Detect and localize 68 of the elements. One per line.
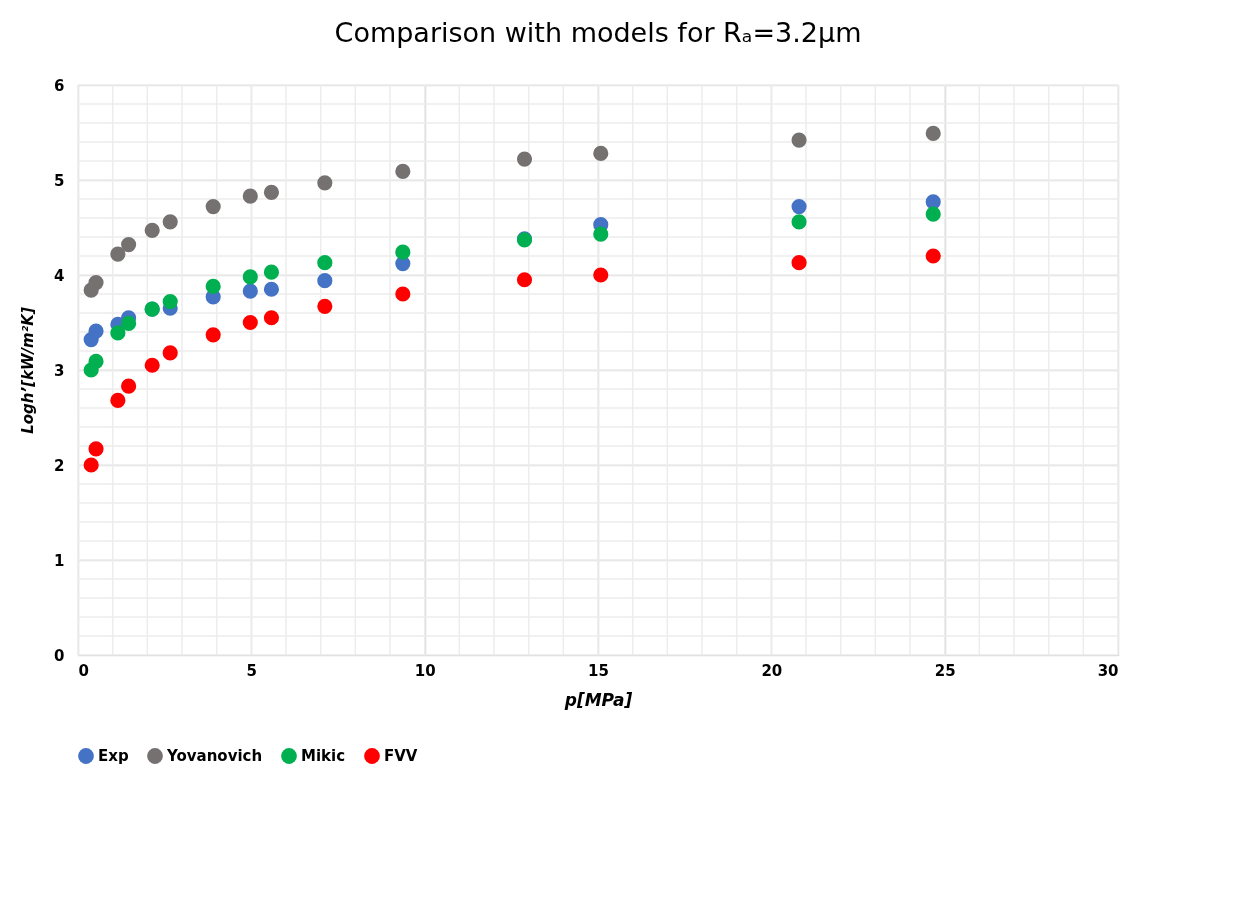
point (925, 125, 941, 142)
x-tick-label: 20 (761, 661, 783, 680)
point (925, 248, 941, 264)
x-tick-label: 0 (78, 661, 89, 680)
point (395, 163, 411, 180)
point (317, 175, 333, 191)
point (88, 353, 104, 370)
y-tick-label: 3 (54, 361, 65, 380)
point (205, 278, 221, 294)
x-tick-label: 10 (414, 661, 436, 680)
y-tick-label: 5 (54, 171, 65, 190)
point (263, 310, 280, 326)
point (593, 145, 609, 161)
point (83, 457, 99, 473)
point (144, 357, 160, 373)
point (110, 325, 126, 341)
y-tick-label: 1 (54, 551, 65, 570)
point (242, 283, 258, 299)
point (263, 281, 280, 297)
point (242, 188, 258, 204)
point (162, 345, 178, 361)
x-axis-title: p[MPa] (563, 689, 633, 710)
point (110, 246, 126, 262)
point (242, 269, 258, 285)
point (205, 327, 221, 343)
point (317, 255, 333, 271)
point (317, 273, 333, 289)
legend-label: Yovanovich (166, 747, 263, 765)
point (925, 206, 941, 222)
x-tick-label: 30 (1097, 661, 1119, 680)
point (162, 214, 178, 230)
y-axis-title: Logh’[kW/m²K] (19, 307, 38, 434)
y-tick-label: 2 (54, 456, 65, 475)
point (395, 286, 411, 302)
y-tick-label: 0 (54, 646, 65, 665)
point (88, 323, 104, 339)
point (121, 237, 137, 253)
y-tick-label: 4 (54, 266, 65, 285)
point (121, 378, 137, 394)
point (791, 255, 807, 271)
legend-label: Mikic (301, 747, 346, 765)
chart-title: Comparison with models for Rₐ=3.2µm (334, 17, 862, 48)
point (516, 151, 533, 167)
point (263, 184, 280, 200)
point (317, 298, 333, 314)
point (925, 194, 941, 210)
legend-label: Exp (98, 747, 129, 765)
point (242, 314, 258, 331)
point (144, 222, 160, 238)
point (205, 199, 221, 215)
y-tick-label: 6 (54, 76, 65, 95)
point (263, 264, 280, 280)
x-tick-label: 15 (588, 661, 609, 680)
point (516, 272, 533, 288)
point (88, 441, 104, 457)
point (110, 392, 126, 408)
x-tick-label: 5 (246, 661, 258, 680)
point (593, 267, 609, 283)
point (88, 275, 104, 291)
legend-label: FVV (384, 747, 418, 765)
point (395, 244, 411, 260)
point (791, 132, 807, 148)
point (593, 226, 609, 242)
point (791, 199, 807, 215)
point (121, 315, 137, 332)
x-tick-label: 25 (934, 661, 956, 680)
point (162, 294, 178, 310)
point (791, 214, 807, 230)
